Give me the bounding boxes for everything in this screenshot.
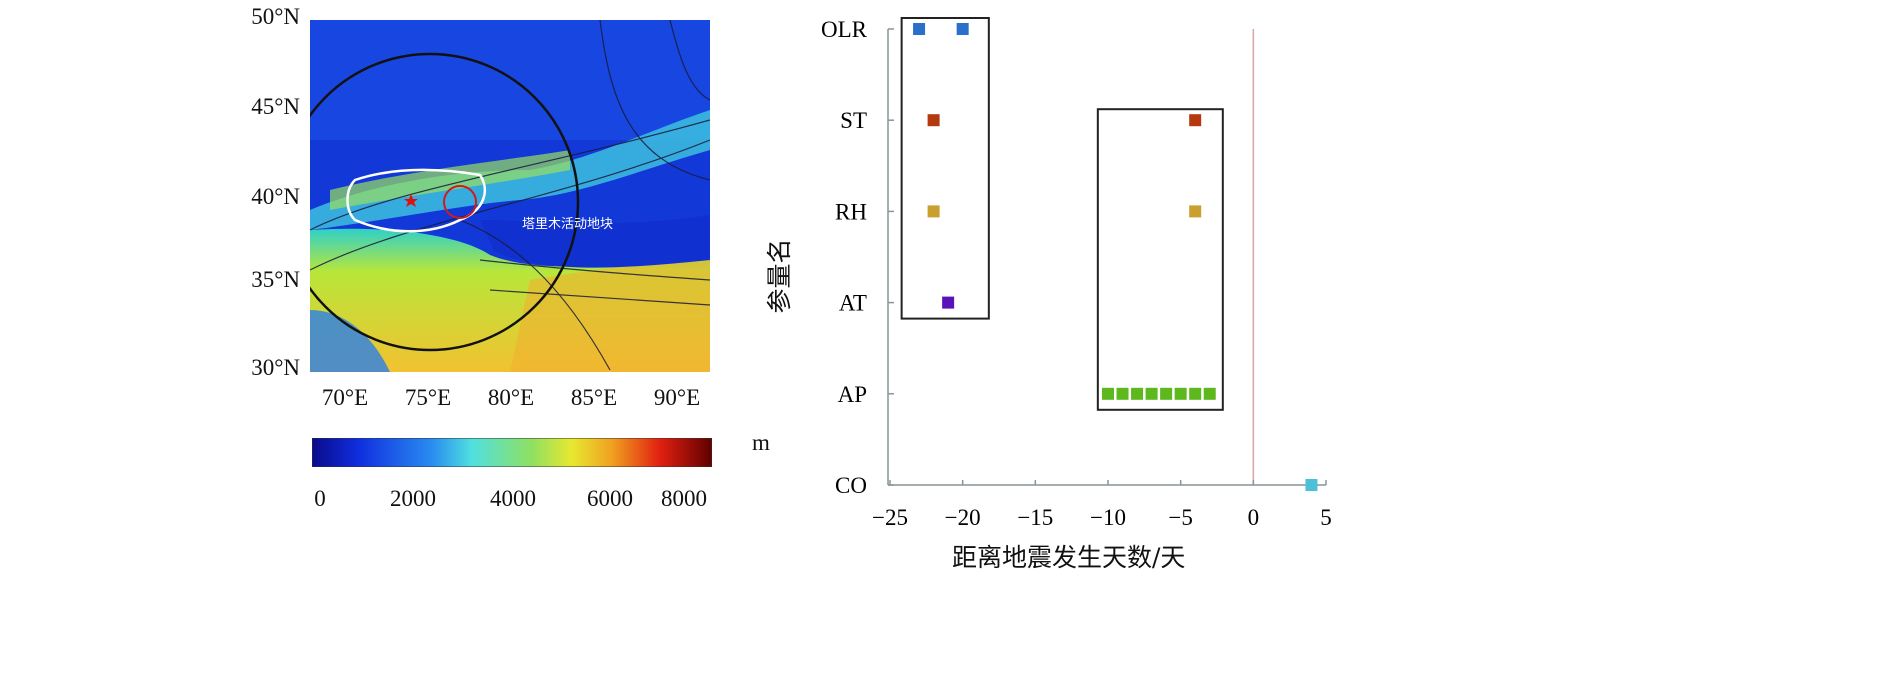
data-point-olr <box>913 23 926 35</box>
data-point-ap <box>1203 387 1216 400</box>
tarim-block-label: 塔里木活动地块 <box>522 217 614 232</box>
data-point-ap <box>1116 387 1129 400</box>
data-point-olr <box>956 23 969 35</box>
highlight-box <box>900 17 990 320</box>
elevation-map: 塔里木活动地块 <box>280 19 711 372</box>
lon-label: 70°E <box>321 385 369 410</box>
colorbar-unit: m <box>752 430 770 455</box>
colorbar-tick: 4000 <box>490 486 536 511</box>
data-point-rh <box>1189 205 1202 218</box>
data-point-at <box>942 296 955 309</box>
y-tick-label: RH <box>835 199 867 224</box>
y-tick-label: ST <box>840 108 867 133</box>
lat-label: 35°N <box>251 267 300 292</box>
y-tick-label: AP <box>838 382 867 407</box>
x-tick-label: −20 <box>945 505 981 530</box>
x-axis-title: 距离地震发生天数/天 <box>952 543 1186 572</box>
x-tick-label: −15 <box>1017 505 1053 530</box>
x-tick-label: −25 <box>872 505 908 530</box>
lat-label: 30°N <box>251 355 300 380</box>
lon-label: 90°E <box>653 385 701 410</box>
lat-label: 40°N <box>251 184 300 209</box>
data-point-ap <box>1189 387 1202 400</box>
elevation-map-image <box>280 19 711 372</box>
lat-label: 45°N <box>251 94 300 119</box>
lon-label: 80°E <box>487 385 535 410</box>
data-point-ap <box>1174 387 1187 400</box>
y-tick-label: AT <box>839 291 867 316</box>
x-tick-label: −10 <box>1090 505 1126 530</box>
epicenter-star-icon <box>404 194 418 207</box>
x-tick-label: 5 <box>1320 505 1332 530</box>
data-point-rh <box>927 205 940 218</box>
y-tick-label: CO <box>835 473 867 498</box>
lon-label: 75°E <box>404 385 452 410</box>
data-point-ap <box>1160 387 1173 400</box>
data-point-ap <box>1131 387 1144 400</box>
lon-label: 85°E <box>570 385 618 410</box>
data-point-ap <box>1102 387 1114 400</box>
data-point-co <box>1305 479 1318 491</box>
colorbar-tick: 0 <box>314 486 326 511</box>
y-axis-title: 参量名 <box>765 238 794 314</box>
data-point-st <box>927 114 940 127</box>
lat-label: 50°N <box>251 4 300 29</box>
data-point-ap <box>1145 387 1158 400</box>
colorbar-tick: 6000 <box>587 486 633 511</box>
x-tick-label: 0 <box>1248 505 1260 530</box>
colorbar-tick: 2000 <box>390 486 436 511</box>
data-point-st <box>1189 114 1202 127</box>
highlight-box <box>1096 108 1224 411</box>
colorbar-tick: 8000 <box>661 486 707 511</box>
x-tick-label: −5 <box>1168 505 1192 530</box>
y-tick-label: OLR <box>821 17 868 42</box>
